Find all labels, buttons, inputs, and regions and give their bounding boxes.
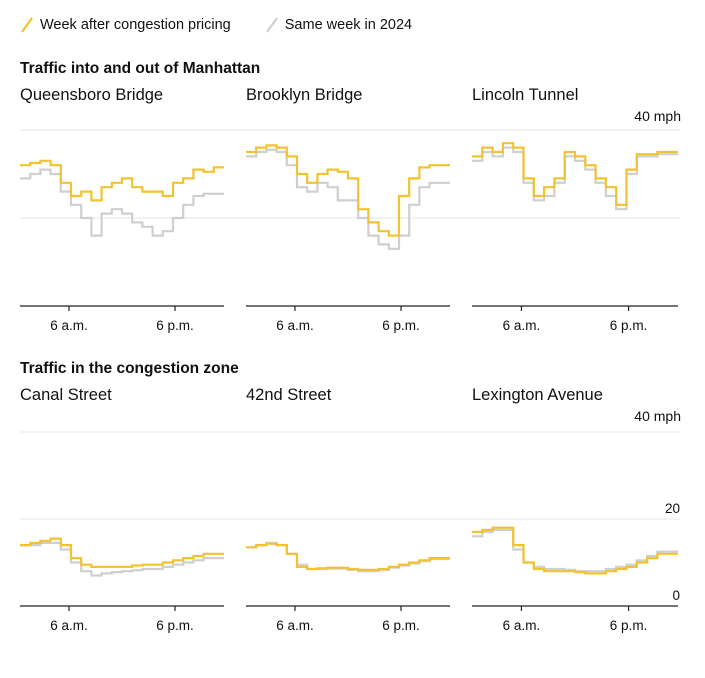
chart1-x-tick-label-0: 6 a.m.: [276, 318, 314, 333]
chart3-series-before-line: [20, 541, 224, 577]
chart0-series-before-line: [20, 168, 224, 237]
panel-title-lincoln: Lincoln Tunnel: [472, 86, 579, 104]
panel-title-brooklyn: Brooklyn Bridge: [246, 86, 363, 104]
section-title-manhattan: Traffic into and out of Manhattan: [20, 60, 261, 77]
chart2-series-before-line: [472, 146, 678, 211]
chart5-series-after-line: [472, 526, 678, 575]
legend-label-before: Same week in 2024: [284, 17, 413, 33]
chart4-x-tick-label-0: 6 a.m.: [276, 618, 314, 633]
legend: Week after congestion pricing Same week …: [20, 14, 446, 36]
chart0-series-after-line: [20, 159, 224, 202]
panel-title-42nd: 42nd Street: [246, 386, 332, 404]
chart4-x-tick-label-1: 6 p.m.: [382, 618, 420, 633]
chart1-series-after-line: [246, 144, 450, 237]
chart1-series-before-line: [246, 148, 450, 250]
chart5-series-before-line: [472, 528, 678, 573]
chart5-x-tick-label-1: 6 p.m.: [610, 618, 648, 633]
gray-line-icon: [265, 17, 278, 33]
chart2-x-tick-label-1: 6 p.m.: [610, 318, 648, 333]
y-unit-label-bottom: 40 mph: [634, 408, 681, 424]
chart2-x-tick-label-0: 6 a.m.: [503, 318, 541, 333]
chart3-x-tick-label-0: 6 a.m.: [50, 618, 88, 633]
panel-title-lexington: Lexington Avenue: [472, 386, 603, 404]
chart5-x-tick-label-0: 6 a.m.: [503, 618, 541, 633]
legend-label-after: Week after congestion pricing: [40, 17, 231, 33]
chart3-x-tick-label-1: 6 p.m.: [156, 618, 194, 633]
chart0-x-tick-label-0: 6 a.m.: [50, 318, 88, 333]
y-tick-label-20-row1: 20: [665, 501, 680, 516]
y-tick-label-0-row1: 0: [672, 588, 680, 603]
legend-item-after: Week after congestion pricing: [20, 16, 231, 34]
chart4-series-after-line: [246, 542, 450, 571]
section-title-congestion-zone: Traffic in the congestion zone: [20, 360, 239, 377]
chart2-series-after-line: [472, 142, 678, 206]
yellow-line-icon: [21, 17, 33, 33]
y-unit-label-top: 40 mph: [634, 108, 681, 124]
legend-item-before: Same week in 2024: [265, 16, 412, 34]
panel-title-canal: Canal Street: [20, 386, 112, 404]
chart0-x-tick-label-1: 6 p.m.: [156, 318, 194, 333]
chart1-x-tick-label-1: 6 p.m.: [382, 318, 420, 333]
panel-title-queensboro: Queensboro Bridge: [20, 86, 164, 104]
chart3-series-after-line: [20, 537, 224, 568]
